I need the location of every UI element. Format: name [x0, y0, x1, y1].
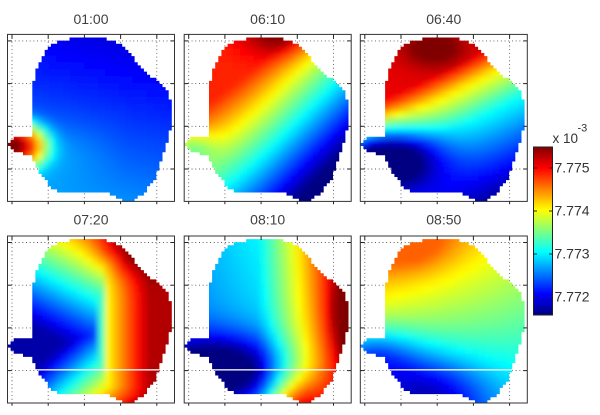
- svg-text:-3: -3: [578, 123, 588, 135]
- svg-text:7.773: 7.773: [555, 246, 590, 262]
- svg-text:7.775: 7.775: [555, 160, 590, 176]
- svg-text:08:50: 08:50: [426, 212, 461, 228]
- svg-text:08:10: 08:10: [250, 212, 285, 228]
- svg-text:x 10: x 10: [553, 131, 579, 146]
- svg-text:7.774: 7.774: [555, 203, 590, 219]
- svg-text:01:00: 01:00: [73, 11, 108, 27]
- svg-text:06:40: 06:40: [426, 11, 461, 27]
- svg-text:07:20: 07:20: [73, 212, 108, 228]
- svg-text:7.772: 7.772: [555, 289, 590, 305]
- svg-text:06:10: 06:10: [250, 11, 285, 27]
